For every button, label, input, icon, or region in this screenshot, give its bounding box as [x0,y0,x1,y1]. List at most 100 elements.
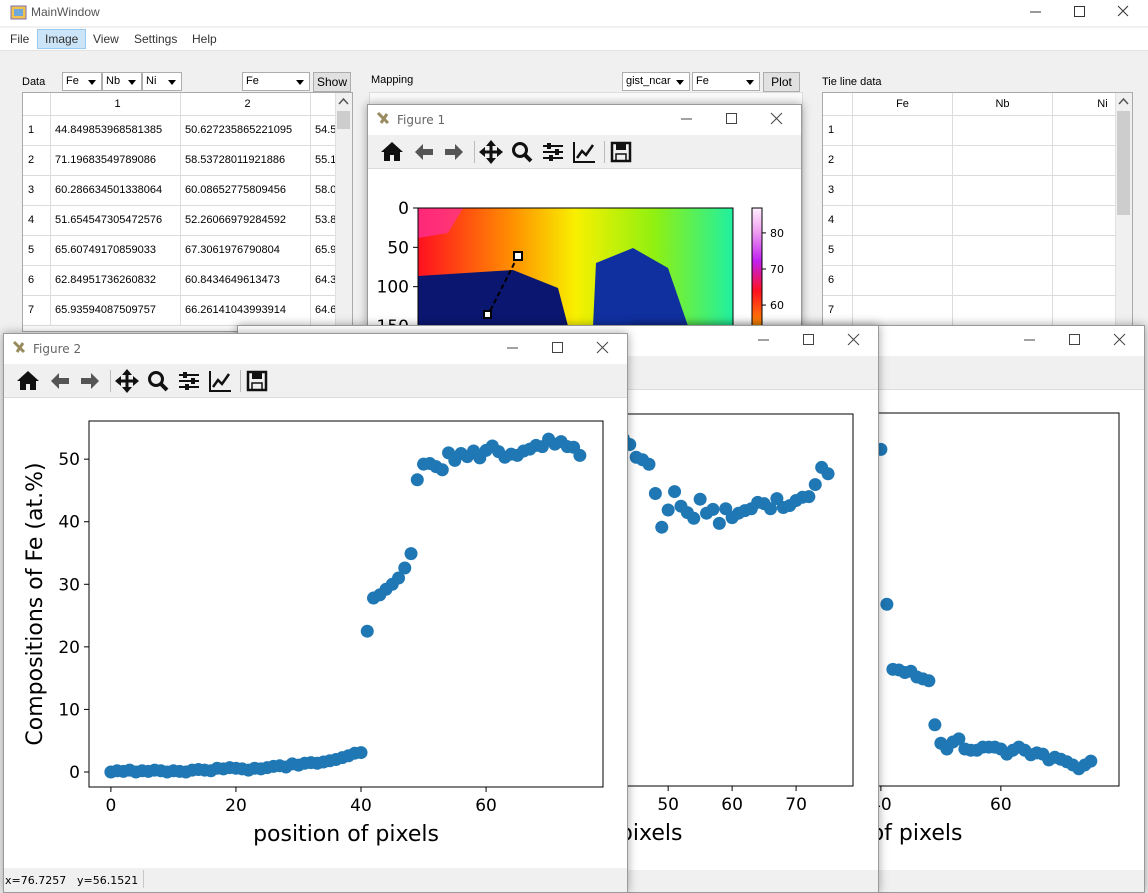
window-controls[interactable] [1024,333,1126,346]
data-point [360,624,374,638]
app-icon [12,340,26,354]
y-tick-label: 50 [387,238,409,258]
table-cell [953,236,1053,266]
data-point [763,502,777,516]
menu-item[interactable]: Settings [134,32,178,46]
close[interactable] [1113,333,1126,346]
app-icon [10,5,27,20]
x-tick-label: 70 [785,795,807,815]
maximize[interactable] [552,342,563,353]
back-button[interactable] [415,144,433,160]
window-controls[interactable] [507,341,609,354]
data-point [398,561,412,575]
y-tick-label: 20 [58,638,80,658]
figure-window: Figure 1 0 50 100 150 60 70 80 [367,104,802,328]
table-cell: 60.8434649613473 [181,266,311,296]
scroll-thumb [1117,111,1130,215]
table-cell [953,296,1053,326]
table-cell [1053,176,1132,206]
pan-button[interactable] [479,140,503,164]
combo-box[interactable]: Nb [102,72,142,91]
column-header: Nb [953,93,1053,116]
close[interactable] [770,112,783,125]
menu-item[interactable]: File [10,32,30,46]
window-controls[interactable] [1015,0,1148,26]
table-cell [853,266,953,296]
header-cell [823,93,853,116]
combo-box[interactable]: Ni [142,72,182,91]
x-tick-label: 40 [350,796,372,816]
close[interactable] [596,341,609,354]
plot-button[interactable]: Plot [763,72,800,92]
home-button[interactable] [381,142,403,161]
data-point [712,516,726,530]
menu-item[interactable]: View [93,32,119,46]
maximize[interactable] [1069,334,1080,345]
data-point [354,746,368,760]
table-cell: 53.8 [311,206,352,236]
x-tick-label: 50 [657,795,679,815]
show-button[interactable]: Show [313,72,351,92]
data-point [404,547,418,561]
maximize[interactable] [803,334,814,345]
x-tick-label: 60 [475,796,497,816]
map-region [593,248,688,326]
table-cell [1053,146,1132,176]
table-cell [953,146,1053,176]
table-cell [953,176,1053,206]
back-button[interactable] [51,373,69,389]
edit-axis-button[interactable] [573,142,595,163]
row-header: 6 [23,266,51,296]
pan-button[interactable] [115,369,139,393]
tie-line-table: Fe Nb Ni 1 2 3 4 5 6 7 [822,92,1133,332]
maximize[interactable] [726,113,737,124]
table-cell: 67.3061976790804 [181,236,311,266]
menu-item[interactable]: Help [192,32,217,46]
toolbar-icons [17,369,268,393]
x-tick-label: 0 [105,796,116,816]
table-cell [953,206,1053,236]
window-controls[interactable] [758,333,860,346]
panel-label: Mapping [371,74,414,86]
data-point [661,503,675,517]
data-point [952,732,966,746]
row-header: 3 [23,176,51,206]
zoom-button[interactable] [512,142,533,163]
configure-button[interactable] [179,372,199,390]
close[interactable] [847,333,860,346]
table-cell: 65.93594087509757 [51,296,181,326]
figure-window: Figure 2 0 20 40 60 0 10 20 30 40 50 position of pi… [3,333,628,893]
table-cell [1053,236,1132,266]
table-cell: 54.5 [311,116,352,146]
x-tick-label: 60 [721,795,743,815]
row-header: 4 [823,206,853,236]
menu-item[interactable]: Image [37,29,87,49]
table-cell: 62.84951736260832 [51,266,181,296]
data-point [668,485,682,499]
combo-box[interactable]: gist_ncar [622,72,690,91]
table-cell [853,296,953,326]
arrow-icon [1118,97,1129,105]
combo-box[interactable]: Fe [62,72,102,91]
colorbar-tick-label: 70 [770,263,784,276]
table-cell: 60.286634501338064 [51,176,181,206]
y-tick-label: 40 [58,513,80,533]
forward-button[interactable] [81,373,99,389]
save-button[interactable] [246,370,268,392]
save-button[interactable] [610,141,632,163]
combo-box[interactable]: Fe [692,72,760,91]
row-header: 2 [23,146,51,176]
data-point [693,492,707,506]
map-region [418,270,568,326]
table-cell [853,176,953,206]
home-button[interactable] [17,371,39,390]
forward-button[interactable] [445,144,463,160]
edit-axis-button[interactable] [209,371,231,392]
combo-box[interactable]: Fe [242,72,310,91]
configure-button[interactable] [543,143,563,161]
data-point [922,674,936,688]
menu-bar: File Image View Settings Help [0,28,1148,51]
zoom-button[interactable] [148,371,169,392]
y-tick-label: 30 [58,575,80,595]
window-controls[interactable] [681,112,783,125]
